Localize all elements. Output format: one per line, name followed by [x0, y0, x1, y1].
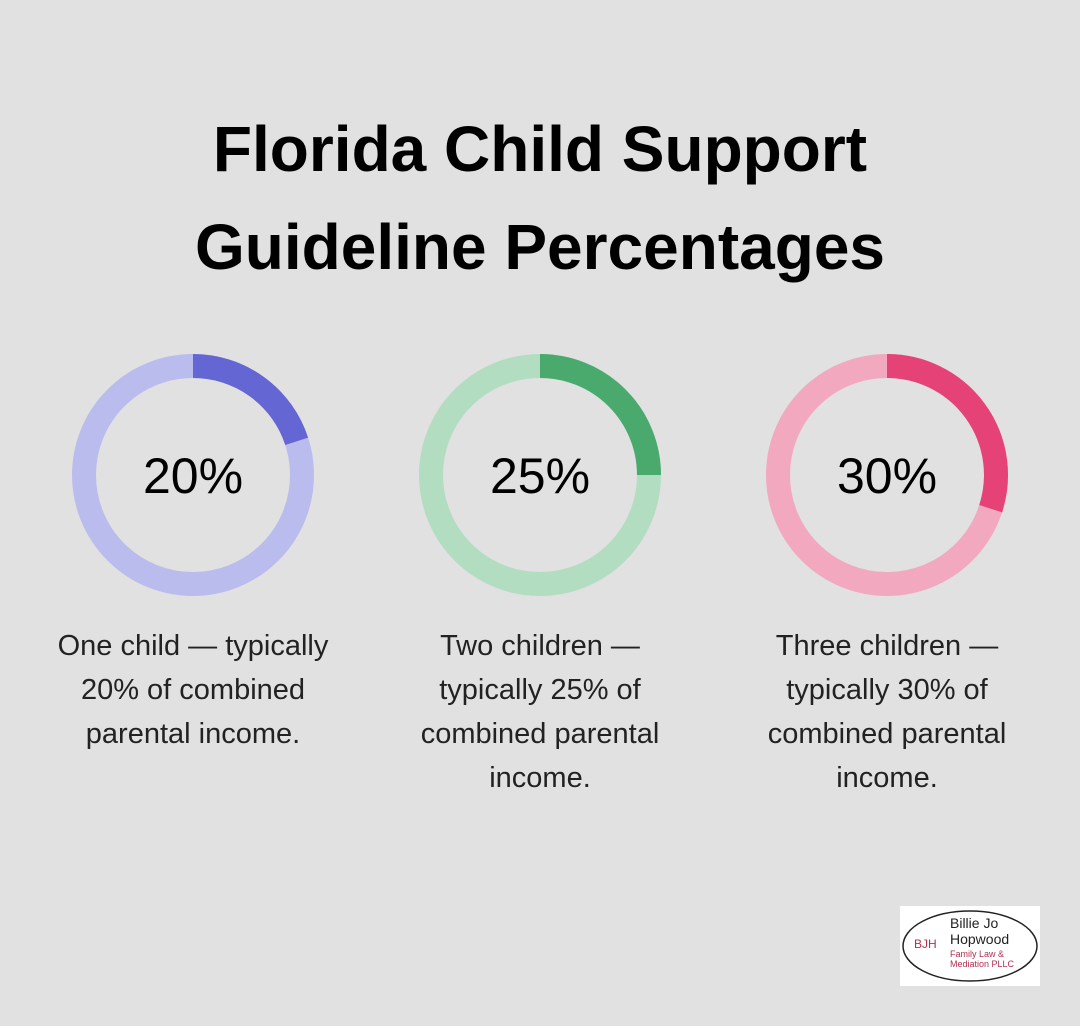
donut-chart: 25% [419, 354, 661, 596]
logo-sub: Mediation PLLC [950, 959, 1015, 969]
donut-chart: 30% [766, 354, 1008, 596]
logo-name: Billie Jo [950, 915, 998, 931]
donut-chart: 20% [72, 354, 314, 596]
logo-initials: BJH [914, 937, 937, 951]
logo-border [902, 910, 1038, 982]
title: Florida Child Support Guideline Percenta… [194, 113, 886, 283]
donut-arc [539, 354, 661, 476]
value-label: 20% [143, 448, 243, 504]
caption: Two children — typically 25% of combined… [420, 630, 660, 794]
donut-arc [192, 354, 309, 446]
caption: Three children — typically 30% of combin… [767, 630, 1007, 794]
value-label: 25% [490, 448, 590, 504]
caption: One child — typically 20% of combined pa… [57, 630, 329, 750]
donut-arc [886, 354, 1008, 513]
logo: BJH Billie Jo Hopwood Family Law & Media… [900, 906, 1040, 986]
value-label: 30% [837, 448, 937, 504]
logo-name: Hopwood [950, 931, 1009, 947]
logo-sub: Family Law & [950, 949, 1004, 959]
